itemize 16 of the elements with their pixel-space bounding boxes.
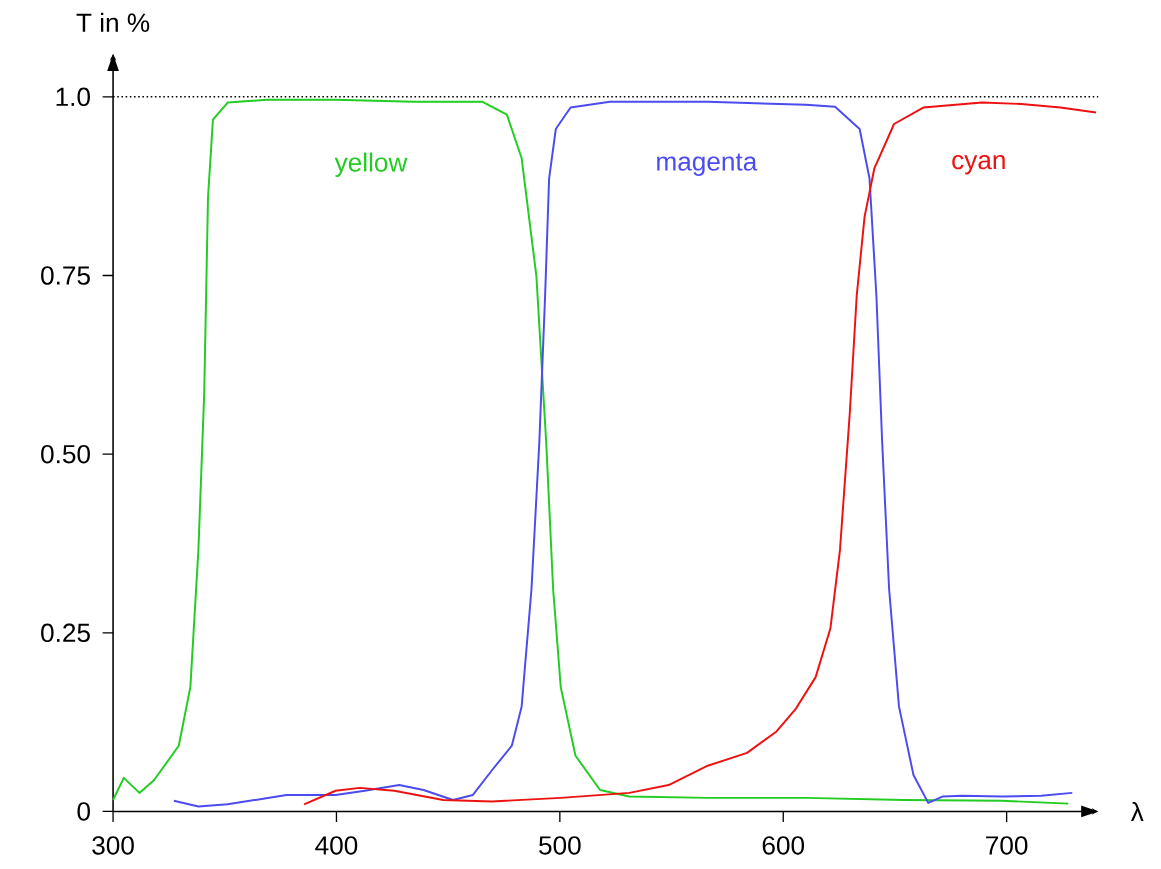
y-axis-title: T in % (76, 12, 150, 32)
y-tick-label: 0.75 (41, 266, 90, 285)
y-tick-label: 0 (77, 802, 90, 821)
series-label: cyan (952, 154, 1005, 175)
y-tick-label: 0.50 (41, 444, 90, 464)
x-tick-label: 600 (762, 835, 805, 855)
line-series (303, 101, 1097, 806)
y-tick-label: 0.25 (41, 623, 90, 642)
x-tick-label: 300 (92, 835, 134, 855)
x-tick-label: 500 (539, 835, 581, 855)
x-axis-title: λ (1130, 801, 1144, 821)
series-label: magenta (657, 153, 758, 176)
x-tick-label: 700 (986, 835, 1028, 855)
y-tick-label: 1.0 (56, 87, 90, 106)
x-tick-label: 400 (315, 835, 358, 855)
series-label: yellow (334, 152, 408, 177)
